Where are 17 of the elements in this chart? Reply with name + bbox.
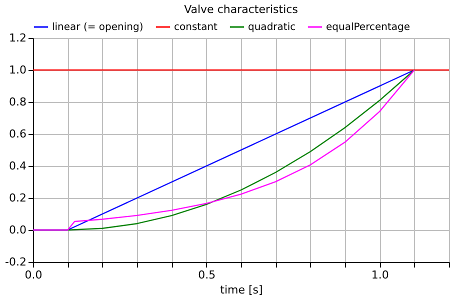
y-tick-label: -0.2 [5,256,26,268]
chart-title: Valve characteristics [184,3,298,16]
y-tick-label: 0.0 [9,224,26,236]
y-tick-label: 0.8 [9,96,26,108]
x-tick-label: 1.0 [371,268,389,282]
y-tick-label: 0.2 [9,192,26,204]
legend-label: equalPercentage [326,22,410,33]
y-tick-label: 0.4 [9,160,26,172]
x-axis-title: time [s] [220,284,263,296]
y-tick-label: 1.0 [9,64,26,76]
y-tick-label: 1.2 [9,32,26,44]
x-tick-label: 0.5 [198,268,216,282]
x-tick-label: 0.0 [24,268,42,282]
y-tick-label: 0.6 [9,128,26,140]
legend-label: constant [174,22,218,33]
legend-label: linear (= opening) [52,22,144,33]
legend-label: quadratic [248,22,296,33]
